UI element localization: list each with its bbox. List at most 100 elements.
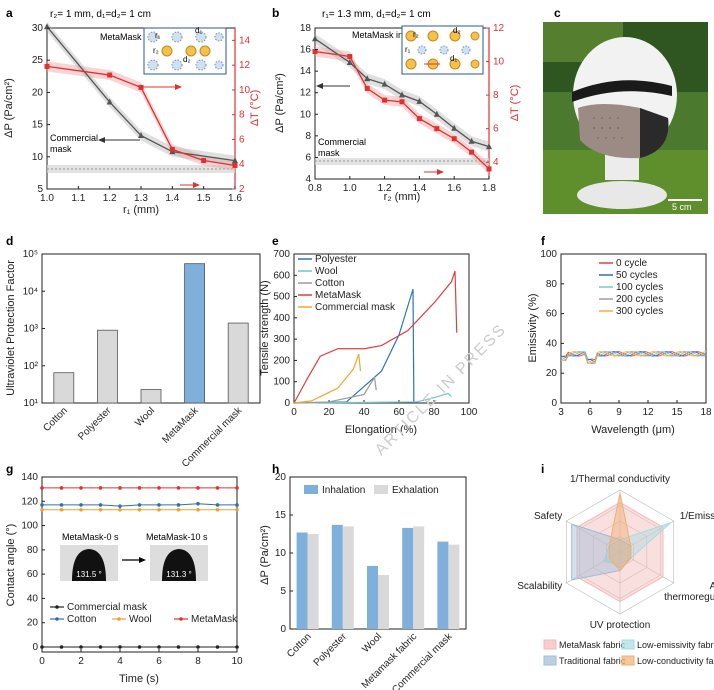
d-category-label: Wool	[133, 405, 157, 429]
g-angle-right: 131.3 °	[166, 570, 191, 579]
f-x-tick-label: 9	[616, 407, 622, 418]
a-x-tick-label: 1.1	[71, 193, 85, 204]
h-y-tick-label: 20	[275, 472, 287, 483]
h-category-label: Wool	[360, 631, 384, 655]
e-y-label: Tensile strength (N)	[259, 280, 271, 375]
b-dp-point	[433, 110, 440, 117]
g-point	[98, 645, 103, 649]
g-angle-left: 131.5 °	[76, 570, 101, 579]
h-bar	[448, 544, 460, 629]
a-dt-band	[47, 61, 235, 171]
b-dp-point	[399, 91, 405, 98]
b-inset-r1: r₁	[405, 45, 411, 54]
b-title: r₁= 1.3 mm, d₁=d₂= 1 cm	[322, 9, 431, 20]
g-point	[40, 507, 44, 512]
g-x-tick-label: 8	[195, 656, 201, 667]
a-inset-d1: d₁	[195, 26, 202, 35]
i-spoke	[619, 520, 674, 553]
watermark: ARTICLE IN PRESS	[372, 321, 510, 459]
h-bar	[307, 534, 319, 629]
a-y-tick-label: 20	[32, 87, 44, 98]
a-x-tick-label: 1.3	[134, 193, 148, 204]
g-y-tick-label: 60	[27, 569, 39, 580]
d-y-tick-label: 10¹	[24, 398, 39, 409]
scale-bar-label: 5 cm	[672, 202, 692, 212]
b-x-label: r₂ (mm)	[384, 191, 421, 203]
i-legend-label: Low-conductivity fabric	[637, 656, 714, 666]
panel-label-i: i	[541, 462, 544, 476]
panel-label-e: e	[272, 234, 279, 248]
b-commercial-label: Commercial	[318, 137, 366, 147]
e-y-tick-label: 200	[273, 355, 290, 366]
panel-label-a: a	[6, 6, 13, 20]
g-legend-label: MetaMask	[191, 614, 238, 625]
b-x-tick-label: 1.4	[412, 183, 426, 194]
b-inset-d1: d₁	[450, 54, 457, 63]
a-dp-point	[106, 98, 113, 105]
f-x-tick-label: 12	[642, 407, 654, 418]
i-legend-swatch	[543, 655, 557, 666]
g-point	[235, 645, 239, 649]
a-inset: MetaMask outward r₁ r₂ d₁ d₂	[100, 26, 227, 75]
a-y2-label: ΔT (°C)	[249, 90, 261, 127]
b-dt-point	[469, 149, 475, 155]
panel-b: b r₁= 1.3 mm, d₁=d₂= 1 cm 0.8 1.0 1.2 1.4 1.…	[272, 6, 521, 203]
d-bar	[184, 263, 206, 404]
f-axes	[560, 253, 707, 404]
g-legend-marker	[55, 617, 59, 621]
i-axis-label: 1/Thermal conductivity	[570, 474, 670, 485]
g-inset: MetaMask-0 s MetaMask-10 s 131.5 ° 131.3…	[60, 532, 208, 581]
e-legend-label: Commercial mask	[315, 302, 396, 313]
e-x-tick-label: 0	[291, 407, 297, 418]
i-axis-label: UV protection	[590, 620, 651, 631]
g-point	[176, 503, 181, 507]
d-y-tick-label: 10²	[24, 361, 39, 372]
b-dp-point	[364, 75, 371, 82]
h-y-tick-label: 15	[275, 510, 287, 521]
a-dt-point	[232, 162, 238, 168]
e-series-line	[293, 270, 458, 404]
e-series-line	[293, 392, 452, 404]
f-x-tick-label: 18	[700, 407, 712, 418]
i-axis-label: Safety	[534, 511, 562, 522]
g-point	[118, 504, 122, 508]
a-inset-d2: d₂	[183, 55, 191, 64]
b-y-tick-label: 12	[300, 88, 312, 99]
i-spoke	[619, 551, 674, 584]
a-inset-title: MetaMask outward	[100, 32, 176, 42]
g-legend-marker	[117, 617, 121, 621]
b-y2-tick-label: 6	[493, 124, 499, 135]
a-arrow-dp-head	[98, 137, 105, 143]
h-y-tick-label: 0	[280, 624, 286, 635]
h-legend-swatch	[374, 485, 388, 494]
panel-e: e 0 20 40 60 80 100 0 100 200 300 400 500 600 700 Poly…	[259, 234, 510, 459]
d-y-label: Ultraviolet Protection Factor	[5, 260, 17, 396]
i-spoke	[566, 520, 621, 553]
h-bar	[402, 527, 414, 629]
i-spoke	[566, 551, 621, 584]
g-point	[79, 486, 83, 490]
g-x-label: Time (s)	[119, 673, 159, 685]
b-y-tick-label: 14	[300, 66, 312, 77]
g-y-tick-label: 100	[21, 521, 38, 532]
b-y-tick-label: 6	[305, 152, 311, 163]
h-y-label: ΔP (Pa/cm²)	[259, 525, 271, 585]
i-legend-label: Traditional fabric	[559, 656, 626, 666]
b-commercial-band	[315, 158, 489, 165]
e-y-tick-label: 0	[284, 398, 290, 409]
b-x-tick-label: 1.0	[343, 183, 357, 194]
b-x-tick-label: 1.2	[378, 183, 392, 194]
g-point	[176, 645, 181, 649]
a-x-tick-label: 1.0	[40, 193, 54, 204]
g-y-tick-label: 20	[27, 618, 39, 629]
g-point	[98, 486, 103, 490]
b-dt-point	[364, 85, 370, 91]
b-inset-title: MetaMask inward	[352, 30, 423, 40]
g-point	[196, 507, 200, 512]
h-category-label: Polyester	[312, 631, 350, 669]
g-point	[79, 507, 83, 512]
i-legend-swatch	[621, 639, 635, 650]
a-inset-r2: r₂	[153, 46, 159, 55]
g-y-tick-label: 0	[32, 642, 38, 653]
